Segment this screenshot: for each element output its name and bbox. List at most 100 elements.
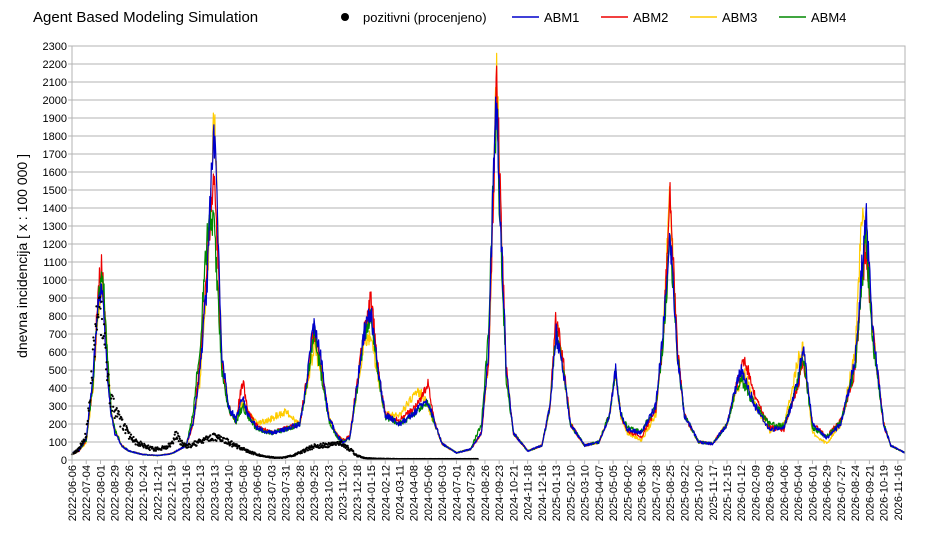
y-tick-label: 1600 <box>43 167 67 179</box>
data-point <box>94 325 97 328</box>
data-point <box>319 442 322 445</box>
data-point <box>173 433 176 436</box>
data-point <box>97 316 100 319</box>
y-tick-label: 1400 <box>43 203 67 215</box>
data-point <box>238 444 241 448</box>
data-point <box>221 439 224 442</box>
x-tick-label: 2026-01-12 <box>736 465 748 521</box>
data-point <box>168 442 171 445</box>
x-tick-label: 2025-09-22 <box>679 465 691 521</box>
data-point <box>209 434 212 437</box>
y-tick-label: 800 <box>49 311 67 323</box>
x-tick-label: 2026-06-29 <box>822 465 834 521</box>
x-tick-label: 2025-05-05 <box>608 465 620 521</box>
data-point <box>337 443 341 446</box>
data-point <box>121 418 124 421</box>
data-point <box>92 339 95 342</box>
legend-label: ABM3 <box>722 10 757 25</box>
y-tick-label: 0 <box>61 455 67 467</box>
x-tick-label: 2025-06-30 <box>637 465 649 521</box>
x-tick-label: 2025-04-07 <box>594 465 606 521</box>
data-point <box>95 305 98 308</box>
data-point <box>188 443 192 446</box>
data-point <box>125 426 129 429</box>
data-point <box>340 440 343 443</box>
legend-label: ABM4 <box>811 10 846 25</box>
data-point <box>87 409 90 412</box>
x-tick-label: 2023-05-08 <box>238 465 250 521</box>
legend-label: ABM2 <box>633 10 668 25</box>
x-tick-label: 2023-07-03 <box>266 465 278 521</box>
x-tick-label: 2026-07-27 <box>836 465 848 521</box>
data-point <box>116 415 119 418</box>
data-point <box>108 384 111 387</box>
data-point <box>129 433 133 436</box>
data-point <box>113 416 116 420</box>
data-point <box>316 444 319 447</box>
data-point <box>118 413 121 416</box>
x-tick-label: 2024-05-06 <box>423 465 435 521</box>
x-tick-label: 2025-06-02 <box>622 465 634 521</box>
data-point <box>175 430 178 433</box>
data-point <box>93 355 96 358</box>
x-tick-label: 2026-05-04 <box>793 465 805 521</box>
data-point <box>100 317 104 321</box>
data-point <box>181 441 184 444</box>
data-point <box>229 443 232 446</box>
data-point <box>77 450 80 453</box>
x-tick-label: 2025-08-25 <box>665 465 677 521</box>
data-point <box>322 442 325 445</box>
x-tick-label: 2023-08-28 <box>295 465 307 521</box>
data-point <box>126 428 129 431</box>
x-tick-label: 2023-01-16 <box>181 465 193 521</box>
data-point <box>120 416 123 419</box>
data-point <box>148 448 151 452</box>
y-tick-label: 2100 <box>43 77 67 89</box>
data-point <box>306 449 310 452</box>
data-point <box>134 443 137 446</box>
data-point <box>105 379 109 382</box>
x-tick-label: 2024-03-11 <box>395 465 407 520</box>
data-point <box>111 395 114 398</box>
data-point <box>105 361 108 364</box>
x-tick-label: 2024-07-01 <box>451 465 463 521</box>
x-tick-label: 2022-08-29 <box>110 465 122 521</box>
data-point <box>187 445 190 449</box>
plot-frame <box>71 45 906 461</box>
data-point <box>123 423 126 426</box>
data-point <box>217 436 221 439</box>
x-tick-label: 2026-11-16 <box>893 465 905 520</box>
series-layer <box>70 52 906 461</box>
x-tick-label: 2022-12-19 <box>167 465 179 521</box>
data-point <box>109 405 112 408</box>
data-point <box>347 446 350 449</box>
data-point <box>334 443 338 447</box>
data-point <box>346 444 349 447</box>
data-point <box>74 451 77 454</box>
axes: 0 100 200 300 400 500 600 700 800 900 1000 1100 1200… <box>43 41 906 521</box>
y-tick-label: 1700 <box>43 149 67 161</box>
x-tick-label: 2025-01-13 <box>551 465 563 521</box>
x-tick-label: 2025-11-17 <box>708 465 720 520</box>
data-point <box>91 348 94 351</box>
data-point <box>236 447 239 450</box>
x-tick-label: 2022-09-26 <box>124 465 136 521</box>
data-point <box>96 313 100 316</box>
legend-label: pozitivni (procenjeno) <box>363 10 487 25</box>
x-tick-label: 2023-04-10 <box>224 465 236 521</box>
data-point <box>101 337 105 340</box>
x-tick-label: 2025-02-10 <box>565 465 577 521</box>
data-point <box>195 444 198 447</box>
data-point <box>112 405 115 408</box>
data-point <box>103 343 106 346</box>
data-point <box>93 343 96 346</box>
data-point <box>176 437 179 440</box>
data-point <box>226 442 229 445</box>
x-tick-label: 2024-02-12 <box>380 465 392 521</box>
y-tick-label: 1200 <box>43 239 67 251</box>
data-point <box>104 346 107 349</box>
x-tick-label: 2024-11-18 <box>523 465 535 520</box>
data-point <box>109 402 112 405</box>
data-point <box>104 368 108 371</box>
